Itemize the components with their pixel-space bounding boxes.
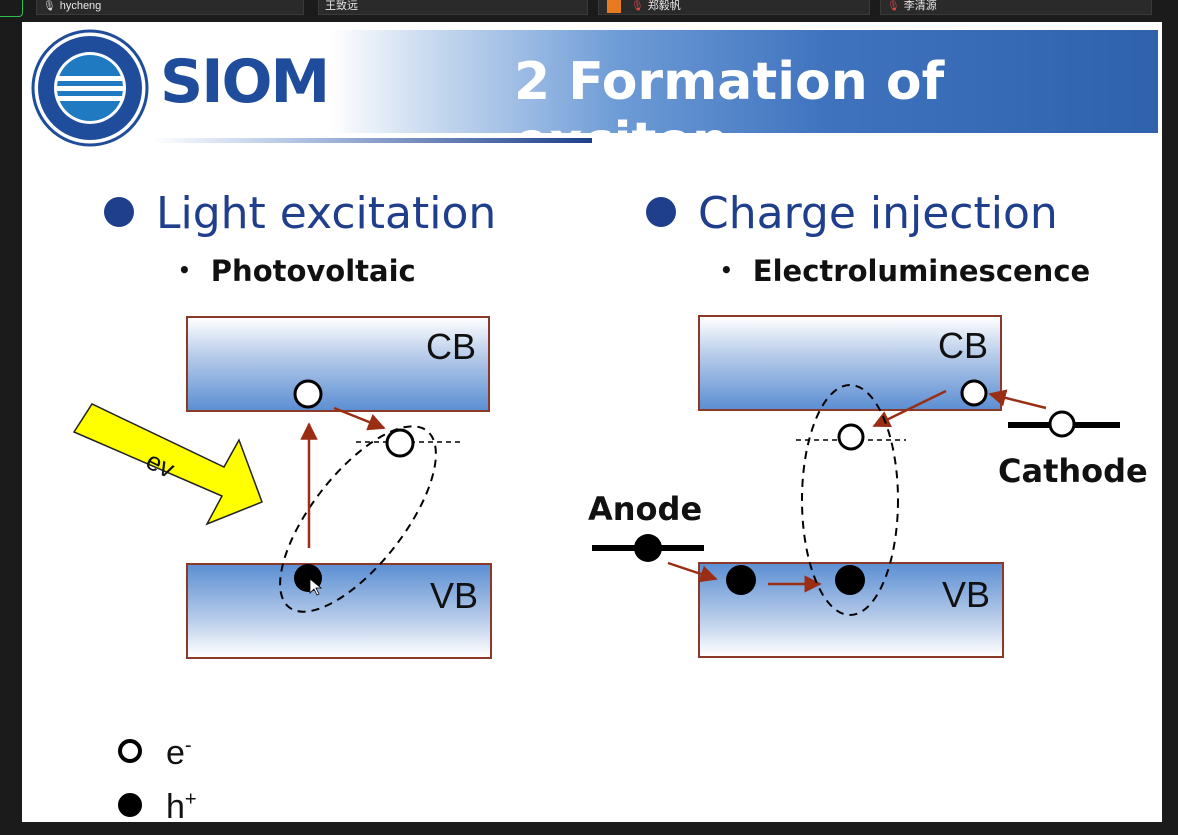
legend-hole: h+	[118, 788, 197, 822]
relaxation-arrow	[333, 406, 386, 431]
anode-label: Anode	[588, 490, 703, 528]
logo-text: SIOM	[160, 50, 325, 108]
hole-icon	[726, 565, 756, 595]
hole-icon	[835, 565, 865, 595]
hole-icon	[118, 793, 142, 818]
siom-logo: SIOM	[160, 50, 325, 108]
legend-electron: e-	[118, 734, 192, 773]
valence-band-left: VB	[186, 563, 492, 659]
title-underline	[152, 138, 592, 143]
exciton-ellipse-left	[279, 425, 437, 613]
active-speaker-indicator	[0, 0, 23, 17]
participant-strip: 🎙 hycheng 王致远 🎙 郑毅帆 🎙 李清源	[0, 0, 1178, 18]
hole-icon	[634, 534, 662, 562]
vb-label: VB	[429, 575, 478, 616]
vb-label: VB	[941, 574, 990, 615]
presentation-slide: 2 Formation of exciton SIOM Light excita…	[22, 22, 1162, 822]
conduction-band-right: CB	[698, 315, 1002, 411]
mic-muted-icon: 🎙	[631, 1, 644, 12]
siom-seal-icon	[31, 29, 149, 147]
photon-arrow-icon	[72, 403, 263, 526]
avatar	[607, 0, 621, 13]
cb-label: CB	[937, 325, 988, 366]
cursor-icon	[309, 578, 323, 596]
conduction-band-left: CB	[186, 316, 490, 412]
electron-icon	[118, 739, 142, 764]
electron-icon	[385, 428, 415, 458]
cathode-label: Cathode	[998, 452, 1148, 490]
exciton-diagram: ev	[72, 379, 1120, 616]
slide-title: 2 Formation of exciton	[514, 52, 945, 172]
heading-light-excitation: Light excitation	[156, 188, 497, 239]
electron-icon	[837, 423, 865, 451]
electron-transfer-arrow	[872, 389, 947, 428]
electron-icon	[1048, 410, 1076, 438]
exciton-ellipse-right	[801, 384, 899, 616]
sub-photovoltaic: • Photovoltaic	[178, 254, 416, 288]
mic-muted-icon: 🎙	[887, 1, 900, 12]
electron-icon	[960, 379, 988, 407]
bullet-icon	[646, 197, 676, 227]
title-banner	[330, 30, 1158, 133]
participant-tile[interactable]: 🎙 李清源	[880, 0, 1152, 15]
sub-electroluminescence: • Electroluminescence	[720, 254, 1091, 288]
cb-label: CB	[425, 326, 476, 367]
heading-charge-injection: Charge injection	[698, 188, 1058, 239]
electron-icon	[293, 379, 323, 409]
cathode-injection-arrow	[988, 389, 1047, 410]
anode-injection-arrow	[667, 561, 718, 583]
participant-tile[interactable]: 🎙 hycheng	[36, 0, 304, 15]
mic-icon: 🎙	[43, 1, 56, 12]
participant-tile[interactable]: 王致远	[318, 0, 588, 15]
scrollbar-track	[1162, 18, 1178, 835]
bullet-icon	[104, 197, 134, 227]
participant-tile[interactable]: 🎙 郑毅帆	[598, 0, 870, 15]
